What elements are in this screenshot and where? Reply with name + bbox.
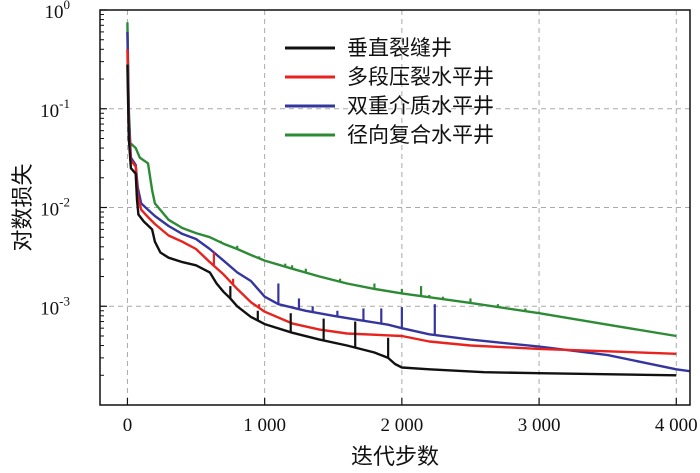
y-tick-exponent: -2 xyxy=(59,195,70,210)
y-axis-title: 对数损失 xyxy=(11,163,36,251)
series-line xyxy=(126,22,677,338)
y-tick-label: 100 xyxy=(45,0,71,23)
y-tick-base: 10 xyxy=(40,101,59,122)
y-tick-base: 10 xyxy=(40,298,59,319)
series-双重介质水平井 xyxy=(126,31,690,373)
legend-label: 径向复合水平井 xyxy=(347,123,494,147)
y-tick-base: 10 xyxy=(45,2,64,23)
series-垂直裂缝井 xyxy=(126,64,677,377)
y-tick-label: 10-1 xyxy=(40,96,70,122)
series-line xyxy=(126,64,677,377)
series-径向复合水平井 xyxy=(126,22,677,338)
x-tick-label: 3 000 xyxy=(518,415,561,436)
series-layer xyxy=(126,22,690,377)
y-tick-base: 10 xyxy=(40,200,59,221)
x-axis-title: 迭代步数 xyxy=(351,445,439,470)
y-tick-exponent: 0 xyxy=(64,0,71,12)
y-tick-exponent: -3 xyxy=(59,293,70,308)
y-tick-label: 10-3 xyxy=(40,293,70,319)
legend-label: 垂直裂缝井 xyxy=(347,36,452,60)
y-tick-exponent: -1 xyxy=(59,96,70,111)
x-tick-label: 4 000 xyxy=(655,415,698,436)
legend-label: 多段压裂水平井 xyxy=(347,65,494,89)
series-line xyxy=(126,31,690,373)
x-tick-label: 0 xyxy=(123,415,133,436)
x-tick-label: 2 000 xyxy=(380,415,423,436)
x-tick-label: 1 000 xyxy=(243,415,286,436)
legend-label: 双重介质水平井 xyxy=(347,94,494,118)
y-tick-label: 10-2 xyxy=(40,195,70,221)
